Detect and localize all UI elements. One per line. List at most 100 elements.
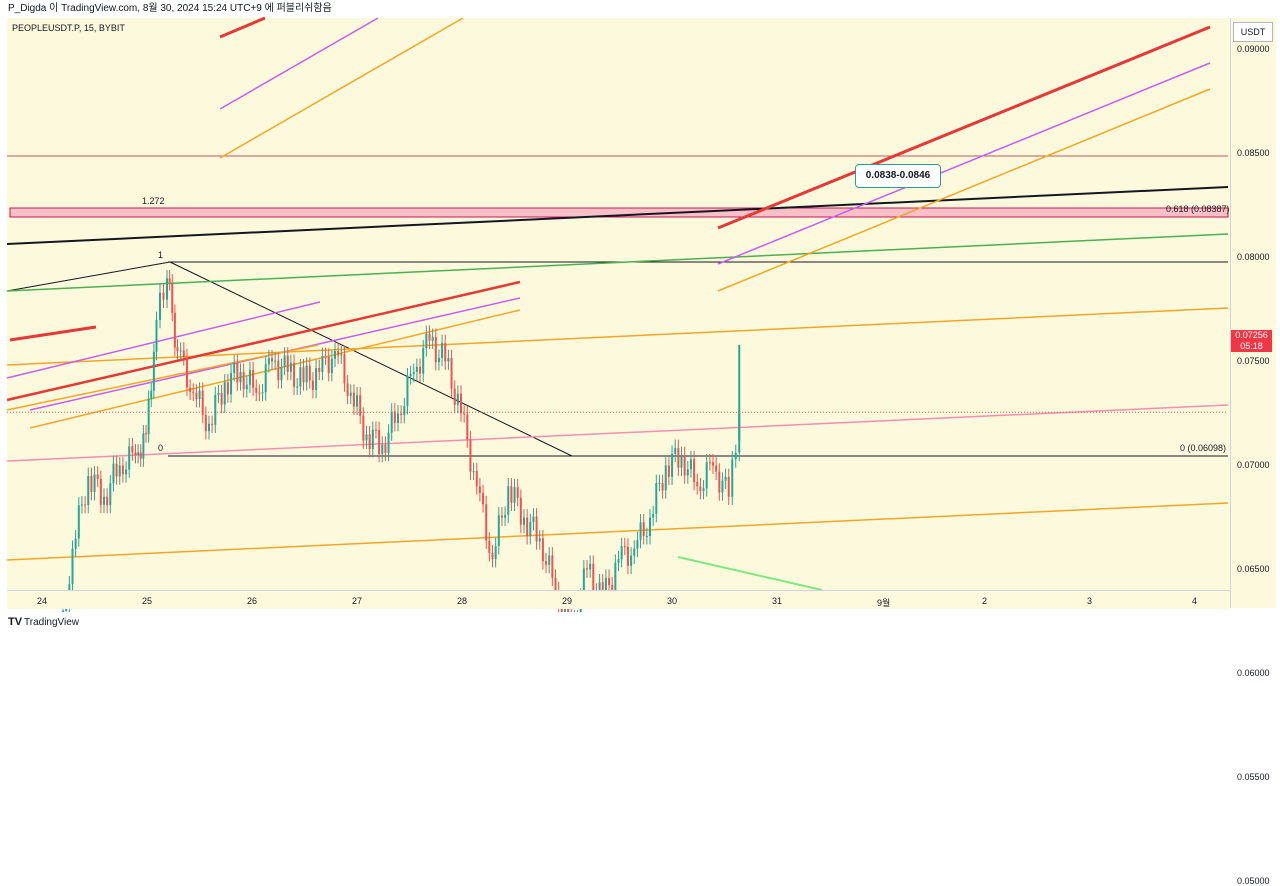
candle-body [642,522,645,537]
candle-body [623,546,626,548]
candle-body [321,355,324,372]
candle-body [162,292,165,300]
red-projection-line [717,25,1211,230]
candle-body [611,585,614,591]
candle-body [485,504,488,541]
pink-trendline [6,404,1229,462]
chart-svg[interactable] [0,0,1280,634]
candle-body [494,546,497,560]
candle-body [403,406,406,416]
candle-body [166,278,168,300]
unit-button[interactable]: USDT [1233,22,1273,42]
time-tick-label: 4 [1192,596,1198,606]
fib-1-label: 1 [158,250,164,260]
footer: TV TradingView [0,612,1280,634]
candle-body [185,357,188,388]
candle-body [179,350,182,352]
candle-body [305,365,308,383]
candle-body [176,347,179,352]
candle-body [466,414,469,440]
candle-body [242,371,245,390]
candle-body [538,538,541,542]
candle-body [608,577,611,586]
candle-body [371,429,374,450]
candle-body [598,582,601,598]
candle-body [425,333,428,349]
price-axis[interactable] [1230,18,1276,608]
candle-body [460,393,462,414]
green-trendline [6,233,1229,292]
candle-body [705,462,708,489]
price-range-callout[interactable]: 0.0838-0.0846 [855,164,941,188]
red-segment [219,16,266,39]
candle-body [173,312,176,348]
candle-body [214,394,217,425]
candle-body [121,465,124,475]
candle-body [529,522,532,537]
candle-body [661,482,664,491]
chart-plot-area[interactable] [7,18,1230,608]
candle-body [343,354,346,384]
candle-body [393,411,396,424]
candle-body [450,358,453,389]
candle-body [159,292,161,320]
candle-body [96,474,99,479]
time-tick-label: 25 [142,596,153,606]
candle-body [437,357,440,363]
candle-body [201,390,204,415]
candle-body [115,463,118,477]
candle-body [431,336,434,341]
candle-body [258,392,261,394]
candle-body [428,333,431,341]
candle-body [318,368,321,372]
candle-body [718,471,721,493]
fib-0-right-label: 0 (0.06098) [1180,443,1227,453]
swing-line [169,261,573,457]
candle-body [93,474,96,493]
candle-body [374,429,377,431]
candle-body [330,358,333,373]
candle-body [368,434,371,450]
candle-body [217,392,220,395]
candle-body [680,455,683,468]
orange-projection-line [717,88,1211,292]
time-tick-label: 2 [982,596,988,606]
candle-body [315,368,318,390]
candle-body [387,432,390,453]
candle-body [412,371,415,375]
candle-body [674,447,677,454]
candle-body [384,444,387,453]
orange-line [219,17,464,159]
candle-body [359,395,362,416]
candle-body [211,423,214,425]
candle-body [519,497,522,525]
candle-body [541,538,544,562]
current-price-tag: 0.07256 05:18 [1231,330,1272,352]
candle-body [658,482,661,484]
candle-body [633,548,636,556]
candle-body [236,363,239,383]
candle-body [671,453,674,477]
candle-body [535,516,538,542]
orange-line [6,344,319,411]
candle-body [472,471,475,473]
candle-body [516,487,519,498]
candle-body [554,577,557,591]
red-channel-line [6,280,521,402]
candle-body [441,343,444,358]
candle-body [147,398,150,435]
candle-body [155,319,158,352]
tradingview-logo[interactable]: TV [8,616,23,628]
price-tick-label: 0.06500 [1237,563,1270,574]
candle-body [131,446,134,453]
candle-body [280,366,283,381]
symbol-label[interactable]: PEOPLEUSDT.P, 15, BYBIT [12,23,125,33]
candle-body [277,360,280,381]
candle-body [308,365,311,381]
candle-body [142,433,145,459]
orange-trendline [6,307,1229,366]
candle-body [523,517,525,525]
price-tick-label: 0.09000 [1237,43,1270,54]
time-axis[interactable] [7,590,1230,609]
tradingview-brand[interactable]: TradingView [24,617,80,628]
